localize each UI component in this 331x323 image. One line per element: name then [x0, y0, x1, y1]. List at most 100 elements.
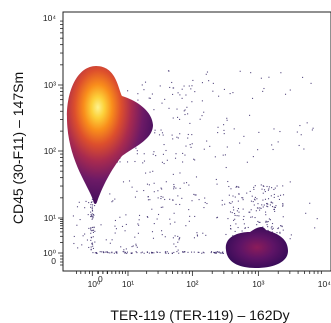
event-point — [266, 205, 268, 207]
event-point — [159, 85, 161, 87]
event-point — [182, 251, 184, 253]
event-point — [181, 88, 183, 90]
event-point — [305, 212, 307, 214]
event-point — [214, 156, 216, 158]
event-point — [202, 251, 204, 253]
event-point — [151, 251, 153, 253]
event-point — [249, 114, 251, 116]
event-point — [103, 252, 105, 254]
event-point — [148, 97, 150, 99]
event-point — [153, 252, 155, 254]
event-point — [251, 195, 253, 197]
event-point — [311, 129, 313, 131]
event-point — [173, 243, 175, 245]
event-point — [72, 215, 74, 217]
event-point — [237, 208, 240, 210]
event-point — [238, 215, 240, 217]
event-point — [226, 146, 228, 148]
event-point — [185, 94, 187, 96]
event-point — [300, 134, 302, 136]
event-point — [193, 251, 195, 253]
event-point — [263, 185, 265, 187]
event-point — [126, 251, 129, 253]
event-point — [201, 115, 203, 117]
event-point — [210, 251, 213, 253]
event-point — [246, 161, 248, 163]
event-point — [251, 97, 254, 99]
event-point — [177, 241, 179, 243]
event-point — [153, 191, 155, 193]
event-point — [160, 198, 162, 200]
event-point — [225, 233, 227, 236]
event-point — [109, 193, 111, 195]
event-point — [144, 81, 147, 83]
event-point — [91, 230, 93, 232]
event-point — [91, 213, 93, 215]
event-point — [279, 232, 281, 234]
event-point — [86, 239, 88, 241]
event-point — [84, 233, 86, 235]
event-point — [237, 186, 239, 188]
event-point — [137, 99, 139, 101]
event-point — [105, 239, 107, 241]
event-point — [203, 148, 205, 150]
event-point — [271, 228, 273, 230]
event-point — [273, 193, 275, 196]
event-point — [228, 202, 231, 204]
event-point — [111, 239, 113, 241]
event-point — [85, 200, 87, 202]
event-point — [274, 206, 277, 208]
event-point — [174, 157, 177, 159]
event-point — [125, 214, 127, 216]
event-point — [188, 220, 190, 222]
event-point — [157, 190, 159, 192]
event-point — [76, 206, 79, 208]
event-point — [136, 150, 138, 152]
event-point — [100, 224, 102, 226]
event-point — [206, 202, 208, 205]
event-point — [90, 232, 92, 234]
event-point — [316, 218, 318, 220]
event-point — [242, 208, 244, 210]
event-point — [173, 188, 175, 190]
event-point — [143, 252, 145, 254]
event-point — [214, 252, 216, 254]
event-point — [184, 113, 186, 116]
event-point — [189, 122, 191, 124]
event-point — [92, 231, 94, 233]
event-point — [254, 185, 256, 187]
event-point — [131, 252, 133, 254]
x-tick-label: 10⁰ — [88, 279, 101, 289]
event-point — [248, 211, 250, 213]
event-point — [143, 89, 145, 91]
event-point — [264, 198, 267, 200]
event-point — [205, 73, 207, 75]
event-point — [172, 93, 174, 95]
event-point — [271, 144, 273, 146]
event-point — [158, 134, 161, 136]
event-point — [263, 204, 265, 206]
x-zero-label: 0 — [98, 274, 103, 284]
event-point — [135, 251, 137, 253]
event-point — [265, 220, 267, 222]
event-point — [138, 214, 141, 216]
event-point — [195, 176, 198, 178]
event-point — [289, 181, 291, 183]
event-point — [115, 251, 117, 253]
event-point — [167, 70, 170, 72]
event-point — [236, 215, 238, 217]
event-point — [152, 237, 155, 239]
event-point — [76, 224, 78, 226]
event-point — [275, 205, 277, 207]
event-point — [116, 251, 118, 253]
event-point — [92, 229, 95, 231]
event-point — [187, 137, 189, 139]
event-point — [222, 251, 224, 253]
event-point — [306, 122, 308, 124]
event-point — [233, 128, 235, 130]
event-point — [271, 206, 274, 208]
event-point — [257, 207, 259, 209]
event-point — [215, 252, 217, 254]
event-point — [157, 197, 159, 199]
event-point — [187, 113, 189, 115]
